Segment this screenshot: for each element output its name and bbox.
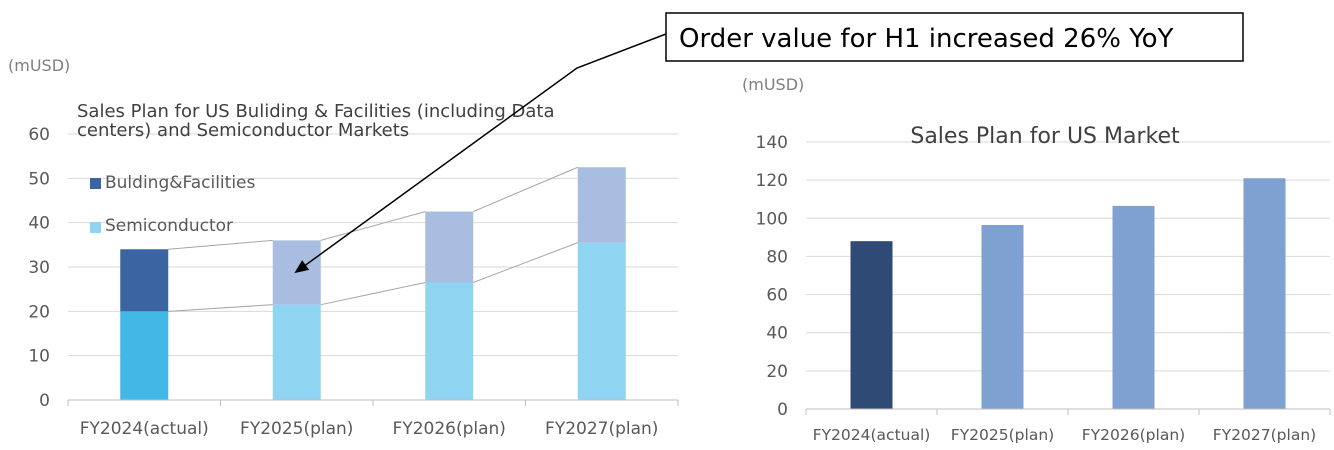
c1-y-tick-label: 30 (28, 258, 50, 278)
c1-y-tick-label: 40 (28, 214, 50, 234)
c1-title-line-1: Sales Plan for US Buliding & Facilities … (77, 101, 555, 122)
c2-bars (850, 178, 1286, 409)
c1-category-label: FY2025(plan) (240, 419, 353, 439)
legend-label-semiconductor: Semiconductor (105, 216, 233, 236)
c2-category-label: FY2027(plan) (1213, 426, 1316, 444)
c1-bar-semiconductor (577, 242, 626, 400)
c1-connector-line (168, 239, 273, 250)
c1-category-label: FY2024(actual) (80, 419, 209, 439)
c1-bar-semiconductor (272, 304, 321, 400)
c1-y-tick-label: 50 (28, 169, 50, 189)
c1-title-line-2: centers) and Semiconductor Markets (77, 120, 409, 141)
c1-y-tick-label: 20 (28, 302, 50, 322)
c2-x-axis-ticks (805, 409, 1331, 415)
c1-connector-lines (168, 166, 578, 312)
c2-y-tick-label: 140 (756, 133, 788, 153)
c1-y-axis: 0 10 20 30 40 50 60 (28, 125, 50, 411)
c1-connector-line (473, 166, 578, 213)
c1-y-tick-label: 60 (28, 125, 50, 145)
c2-title: Sales Plan for US Market (910, 124, 1180, 149)
c1-bar-building (272, 240, 321, 305)
callout-annotation: Order value for H1 increased 26% YoY (294, 12, 1244, 274)
c2-bar (850, 241, 893, 409)
c1-bars (120, 167, 626, 400)
c2-y-tick-label: 0 (777, 400, 788, 420)
c1-category-label: FY2027(plan) (545, 419, 658, 439)
c2-y-tick-label: 60 (766, 286, 788, 306)
c2-category-labels: FY2024(actual) FY2025(plan) FY2026(plan) FY… (813, 426, 1317, 444)
c1-x-axis-ticks (67, 400, 679, 406)
c2-category-label: FY2024(actual) (813, 426, 931, 444)
c1-bar-building (425, 211, 474, 283)
c2-y-tick-label: 20 (766, 362, 788, 382)
bar-chart: 0 20 40 60 80 100 120 140 FY2024(actual) FY2025(… (742, 75, 1331, 444)
c1-connector-line (320, 282, 426, 306)
c2-y-tick-label: 40 (766, 324, 788, 344)
c2-y-tick-label: 120 (756, 171, 788, 191)
c2-unit-label: (mUSD) (742, 75, 804, 94)
c1-connector-line (473, 242, 578, 283)
c2-gridlines (806, 141, 1330, 372)
c1-bar-semiconductor (120, 311, 169, 400)
c2-y-axis: 0 20 40 60 80 100 120 140 (756, 133, 788, 420)
c1-bar-semiconductor (425, 282, 474, 400)
c2-y-tick-label: 100 (756, 209, 788, 229)
c2-bar (1243, 178, 1286, 409)
c2-bar (1112, 205, 1155, 409)
c2-category-label: FY2025(plan) (951, 426, 1054, 444)
stacked-bar-chart: 0 10 20 30 40 50 60 FY2024(actual) FY2025(plan)… (8, 56, 679, 439)
c1-connector-line (320, 211, 426, 241)
callout-text: Order value for H1 increased 26% YoY (679, 24, 1174, 54)
c1-unit-label: (mUSD) (8, 56, 70, 75)
c2-category-label: FY2026(plan) (1082, 426, 1185, 444)
c1-category-labels: FY2024(actual) FY2025(plan) FY2026(plan) FY… (80, 419, 659, 439)
legend-swatch-building (90, 178, 101, 189)
c2-bar (981, 224, 1024, 409)
c1-bar-building (577, 167, 626, 243)
callout-box (665, 12, 1244, 62)
legend-label-building: Bulding&Facilities (105, 173, 255, 193)
c1-y-tick-label: 0 (39, 391, 50, 411)
c1-connector-line (168, 304, 273, 312)
c2-y-tick-label: 80 (766, 247, 788, 267)
c1-bar-building (120, 249, 169, 312)
legend-swatch-semiconductor (90, 222, 101, 233)
c1-category-label: FY2026(plan) (393, 419, 506, 439)
callout-arrow (294, 33, 667, 274)
c1-y-tick-label: 10 (28, 347, 50, 367)
